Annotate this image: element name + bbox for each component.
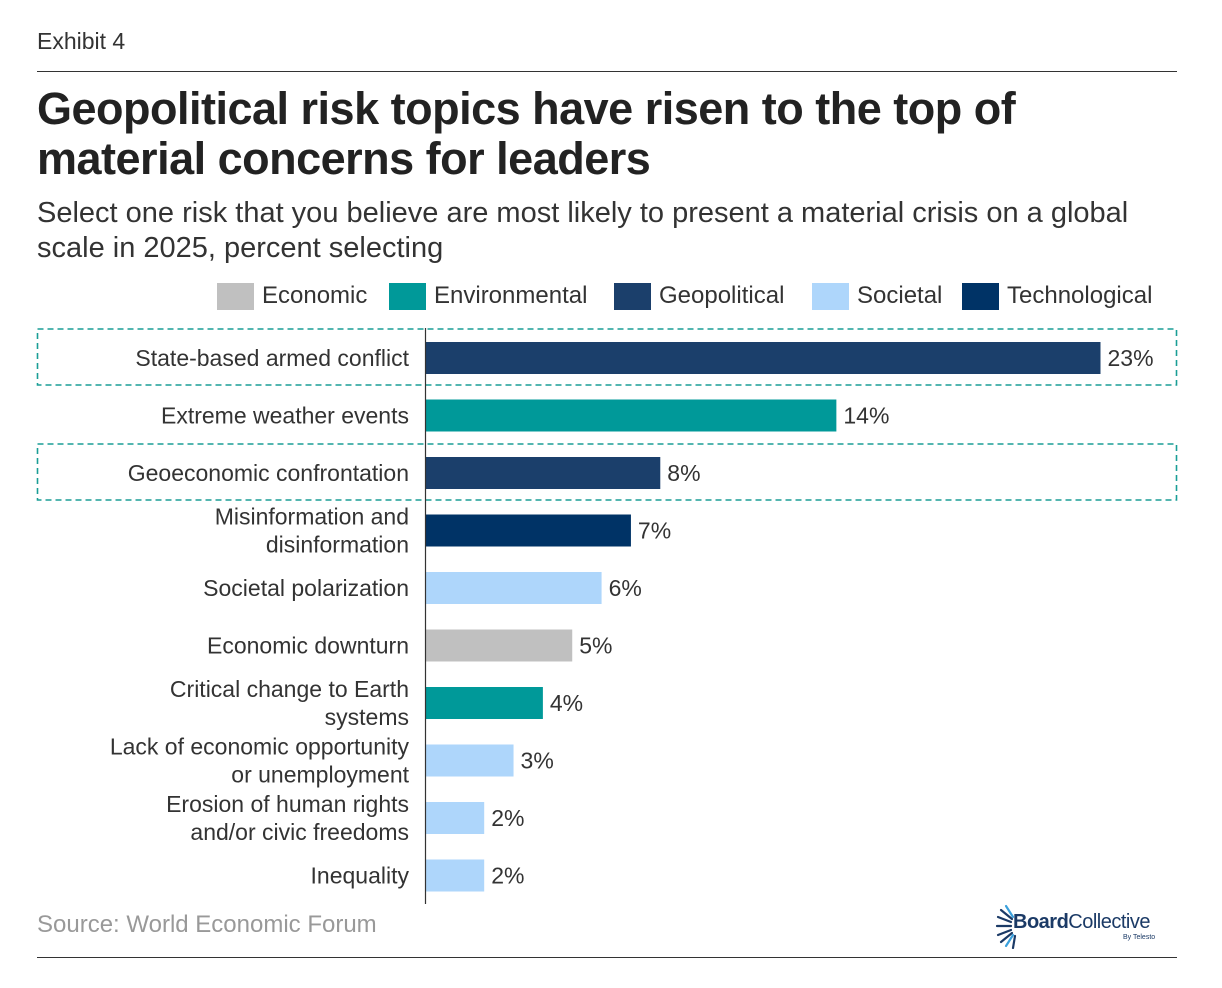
category-label-line: and/or civic freedoms [190, 819, 409, 845]
bar [425, 687, 543, 719]
highlight-box [36, 328, 1178, 386]
category-label: Inequality [311, 863, 410, 889]
category-label-line: Societal polarization [203, 575, 409, 601]
logo-wordmark: BoardCollective [1013, 911, 1150, 934]
category-label: Lack of economic opportunity or unemploym… [110, 734, 410, 788]
legend-swatch-societal [812, 282, 849, 310]
exhibit-label: Exhibit 4 [37, 28, 126, 54]
legend: Economic Environmental Geopolitical Soci… [0, 282, 1222, 312]
category-label-line: Extreme weather events [161, 403, 409, 429]
source-note: Source: World Economic Forum [37, 911, 377, 938]
value-label: 14% [843, 403, 889, 429]
category-label: State-based armed conflict [135, 345, 409, 371]
category-label: Extreme weather events [161, 403, 409, 429]
logo-regular: Collective [1068, 911, 1150, 933]
legend-label: Technological [1007, 282, 1153, 309]
category-label-line: Inequality [311, 863, 410, 889]
logo-burst-icon [995, 904, 1017, 949]
value-label: 5% [579, 633, 612, 659]
category-label-line: Critical change to Earth [170, 676, 409, 702]
category-label-line: Economic downturn [207, 633, 409, 659]
legend-item-economic: Economic [217, 282, 367, 310]
bar [425, 399, 837, 432]
legend-label: Societal [857, 282, 943, 309]
value-label: 4% [550, 690, 583, 716]
bottom-divider [37, 957, 1177, 958]
bar [425, 514, 631, 547]
legend-swatch-environmental [389, 282, 426, 310]
legend-label: Economic [262, 282, 368, 309]
category-label: Misinformation and disinformation [215, 504, 409, 558]
category-label-line: Misinformation and [215, 504, 409, 530]
legend-swatch-geopolitical [614, 282, 651, 310]
chart-title: Geopolitical risk topics have risen to t… [37, 83, 1016, 184]
category-label-line: Lack of economic opportunity [110, 734, 410, 760]
logo-byline: By Telesto [1123, 934, 1156, 941]
category-label: Societal polarization [203, 575, 409, 601]
value-label: 2% [491, 805, 524, 831]
bar [425, 802, 485, 834]
value-label: 2% [491, 863, 524, 889]
category-label-line: systems [325, 704, 409, 730]
bar [425, 859, 485, 892]
category-label-line: or unemployment [231, 762, 409, 788]
value-label: 7% [638, 518, 671, 544]
category-label-line: State-based armed conflict [135, 345, 409, 371]
legend-swatch-technological [962, 282, 999, 310]
value-label: 8% [667, 460, 700, 486]
category-label: Economic downturn [207, 633, 409, 659]
legend-label: Environmental [434, 282, 588, 309]
bar [425, 342, 1101, 374]
category-label-line: Erosion of human rights [166, 791, 409, 817]
bar [425, 457, 661, 489]
highlight-box [36, 443, 1178, 501]
bar [425, 744, 514, 777]
legend-item-geopolitical: Geopolitical [614, 282, 784, 310]
value-label: 6% [609, 575, 642, 601]
bar [425, 629, 573, 662]
legend-swatch-economic [217, 282, 254, 310]
category-label: Critical change to Earth systems [170, 676, 409, 730]
category-label: Geoeconomic confrontation [128, 460, 409, 486]
bar [425, 572, 602, 604]
category-label-line: disinformation [266, 532, 409, 558]
legend-item-environmental: Environmental [389, 282, 587, 310]
chart-subtitle: Select one risk that you believe are mos… [37, 197, 1129, 264]
legend-label: Geopolitical [659, 282, 785, 309]
legend-item-technological: Technological [962, 282, 1152, 310]
top-divider [37, 71, 1177, 72]
value-label: 3% [521, 748, 554, 774]
boardcollective-logo: BoardCollective By Telesto [993, 903, 1168, 949]
logo-bold: Board [1013, 911, 1069, 933]
value-label: 23% [1108, 345, 1154, 371]
category-label: Erosion of human rights and/or civic free… [166, 791, 409, 845]
legend-item-societal: Societal [812, 282, 942, 310]
category-label-line: Geoeconomic confrontation [128, 460, 409, 486]
